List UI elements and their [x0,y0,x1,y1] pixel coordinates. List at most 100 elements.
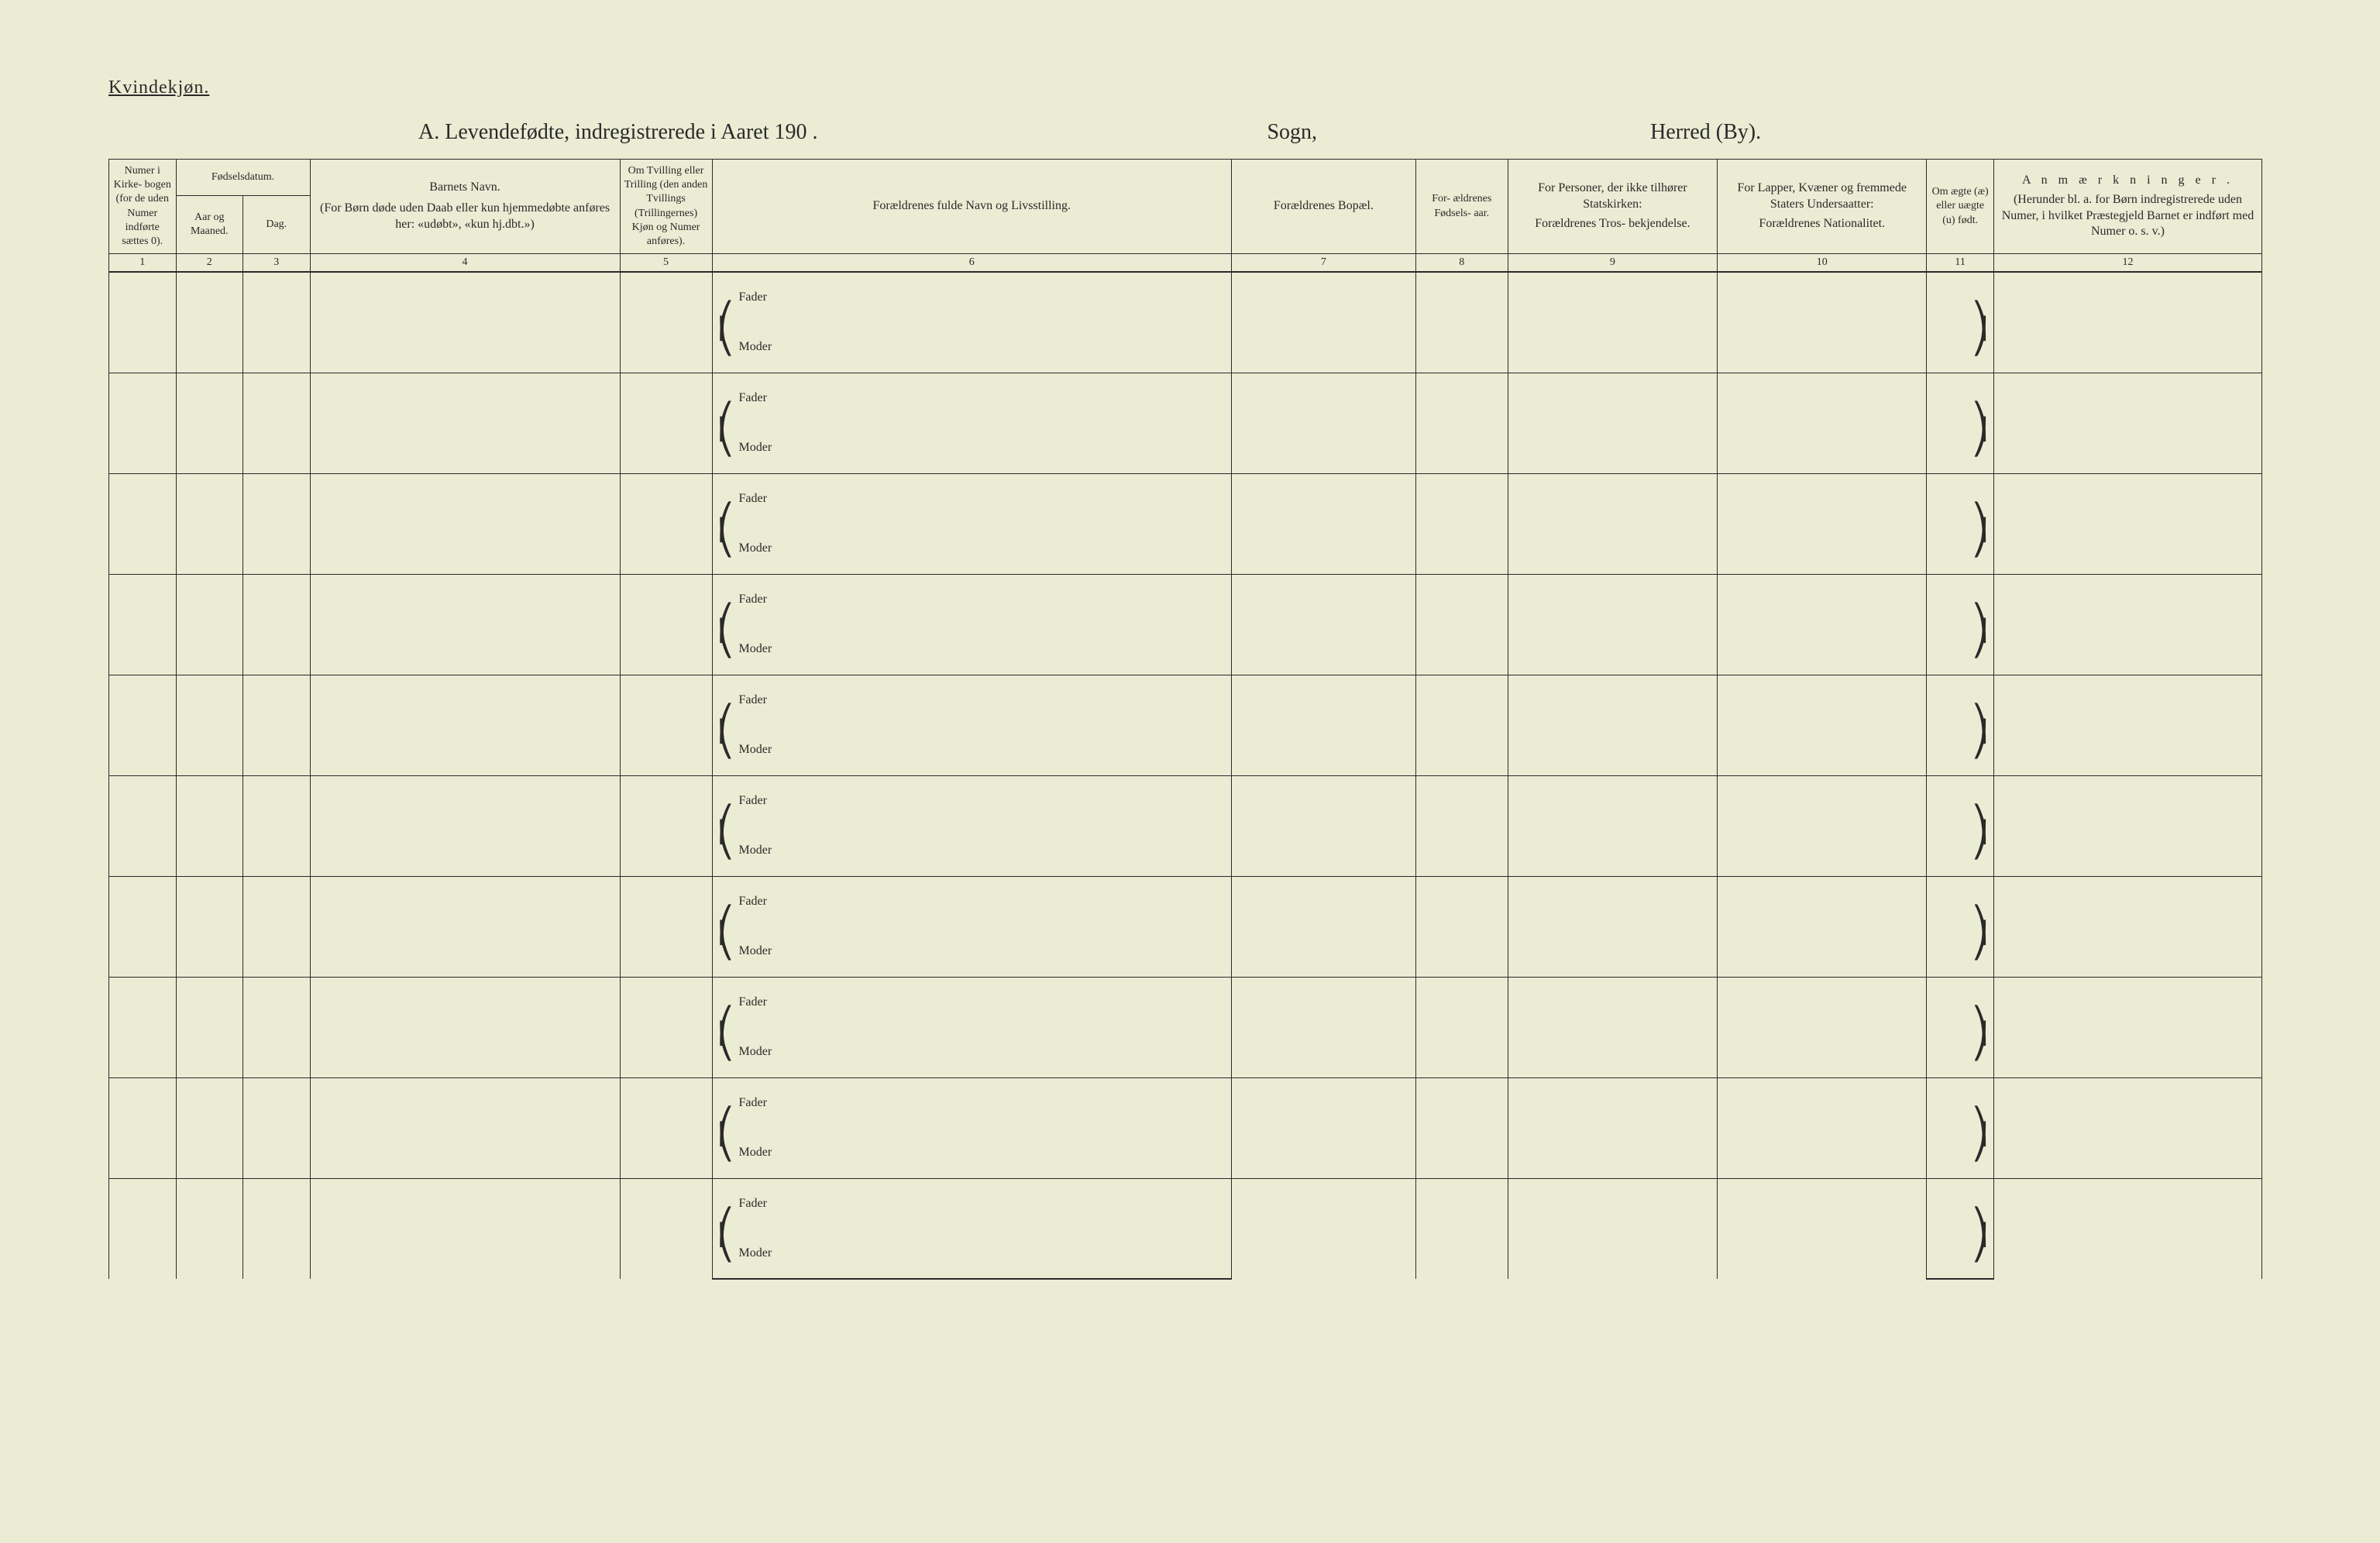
brace-bottom-icon: ⎝ [717,1132,734,1153]
empty-cell [310,373,620,473]
empty-cell [1993,675,2261,775]
table-row: ⎛Fader⎞ [109,373,2262,423]
fader-cell: ⎛Fader [712,373,1231,423]
empty-cell [1508,977,1717,1077]
empty-cell [176,977,243,1077]
column-number: 10 [1718,254,1927,273]
fader-cell: ⎛Fader [712,977,1231,1027]
empty-cell [176,473,243,574]
col-6-header: Forældrenes fulde Navn og Livsstilling. [712,160,1231,254]
col-3-header: Dag. [243,196,311,254]
bracket-cell: ⎞ [1927,977,1994,1027]
moder-cell: ⎝Moder [712,322,1231,373]
fader-label: Fader [739,995,767,1009]
moder-label: Moder [739,844,772,857]
col-12-title: A n m æ r k n i n g e r . [1997,173,2258,189]
bracket-cell: ⎞ [1927,876,1994,926]
fader-label: Fader [739,593,767,606]
empty-cell [176,876,243,977]
bracket-cell: ⎠ [1927,624,1994,675]
fader-cell: ⎛Fader [712,876,1231,926]
empty-cell [1993,272,2261,373]
empty-cell [620,574,712,675]
brace-bottom-icon: ⎝ [717,931,734,951]
empty-cell [1231,1077,1415,1178]
empty-cell [310,1178,620,1279]
empty-cell [109,675,177,775]
brace-bottom-icon: ⎝ [717,528,734,548]
table-row: ⎛Fader ⎞ [109,876,2262,926]
empty-cell [1718,977,1927,1077]
bracket-cell: ⎠ [1927,1128,1994,1178]
empty-cell [1993,1077,2261,1178]
empty-cell [310,473,620,574]
moder-label: Moder [739,1146,772,1159]
fader-cell: ⎛Fader [712,675,1231,725]
empty-cell [1231,977,1415,1077]
bracket-cell: ⎠ [1927,423,1994,473]
empty-cell [109,574,177,675]
col-4-header: Barnets Navn. (For Børn døde uden Daab e… [310,160,620,254]
empty-cell [620,775,712,876]
register-table: Numer i Kirke- bogen (for de uden Numer … [108,159,2262,1280]
brace-bottom-right-icon: ⎠ [1972,730,1989,750]
empty-cell [620,675,712,775]
empty-cell [1231,876,1415,977]
empty-cell [1993,977,2261,1077]
bracket-cell: ⎠ [1927,322,1994,373]
empty-cell [1508,473,1717,574]
column-number: 6 [712,254,1231,273]
table-row: ⎛Fader⎞ [109,473,2262,524]
moder-cell: ⎝Moder [712,1229,1231,1279]
fader-cell: ⎛Fader [712,574,1231,624]
empty-cell [1415,272,1508,373]
empty-cell [620,977,712,1077]
empty-cell [109,1178,177,1279]
empty-cell [1718,473,1927,574]
empty-cell [1993,1178,2261,1279]
empty-cell [243,1178,311,1279]
fader-cell: ⎛Fader [712,1178,1231,1229]
empty-cell [109,1077,177,1178]
moder-label: Moder [739,541,772,555]
moder-cell: ⎝Moder [712,1027,1231,1077]
moder-label: Moder [739,944,772,957]
empty-cell [1508,1077,1717,1178]
table-row: ⎛Fader ⎞ [109,977,2262,1027]
column-number: 9 [1508,254,1717,273]
fader-label: Fader [739,794,767,807]
empty-cell [109,775,177,876]
empty-cell [310,272,620,373]
empty-cell [310,1077,620,1178]
empty-cell [1718,876,1927,977]
moder-cell: ⎝ Moder [712,926,1231,977]
empty-cell [243,1077,311,1178]
empty-cell [310,977,620,1077]
col-10-header: For Lapper, Kvæner og fremmede Staters U… [1718,160,1927,254]
empty-cell [1508,1178,1717,1279]
title-main: A. Levendefødte, indregistrerede i Aaret… [418,120,817,145]
empty-cell [243,272,311,373]
brace-bottom-right-icon: ⎠ [1972,830,1989,851]
moder-cell: ⎝Moder [712,423,1231,473]
empty-cell [1231,373,1415,473]
brace-bottom-right-icon: ⎠ [1972,428,1989,448]
empty-cell [1993,473,2261,574]
empty-cell [620,1077,712,1178]
empty-cell [109,977,177,1077]
brace-bottom-icon: ⎝ [717,1032,734,1052]
fader-cell: ⎛Fader [712,775,1231,826]
fader-label: Fader [739,391,767,404]
empty-cell [1993,876,2261,977]
empty-cell [176,574,243,675]
empty-cell [243,876,311,977]
empty-cell [1415,977,1508,1077]
table-body: ⎛Fader⎞⎝Moder⎠⎛Fader⎞⎝Moder⎠⎛Fader⎞⎝Mode… [109,272,2262,1279]
col-10-sub: Forældrenes Nationalitet. [1721,216,1923,232]
bracket-cell: ⎠ [1927,524,1994,574]
col-2-header: Aar og Maaned. [176,196,243,254]
empty-cell [1993,574,2261,675]
moder-label: Moder [739,340,772,353]
bracket-cell: ⎠ [1927,725,1994,775]
bracket-cell: ⎠ [1927,1027,1994,1077]
